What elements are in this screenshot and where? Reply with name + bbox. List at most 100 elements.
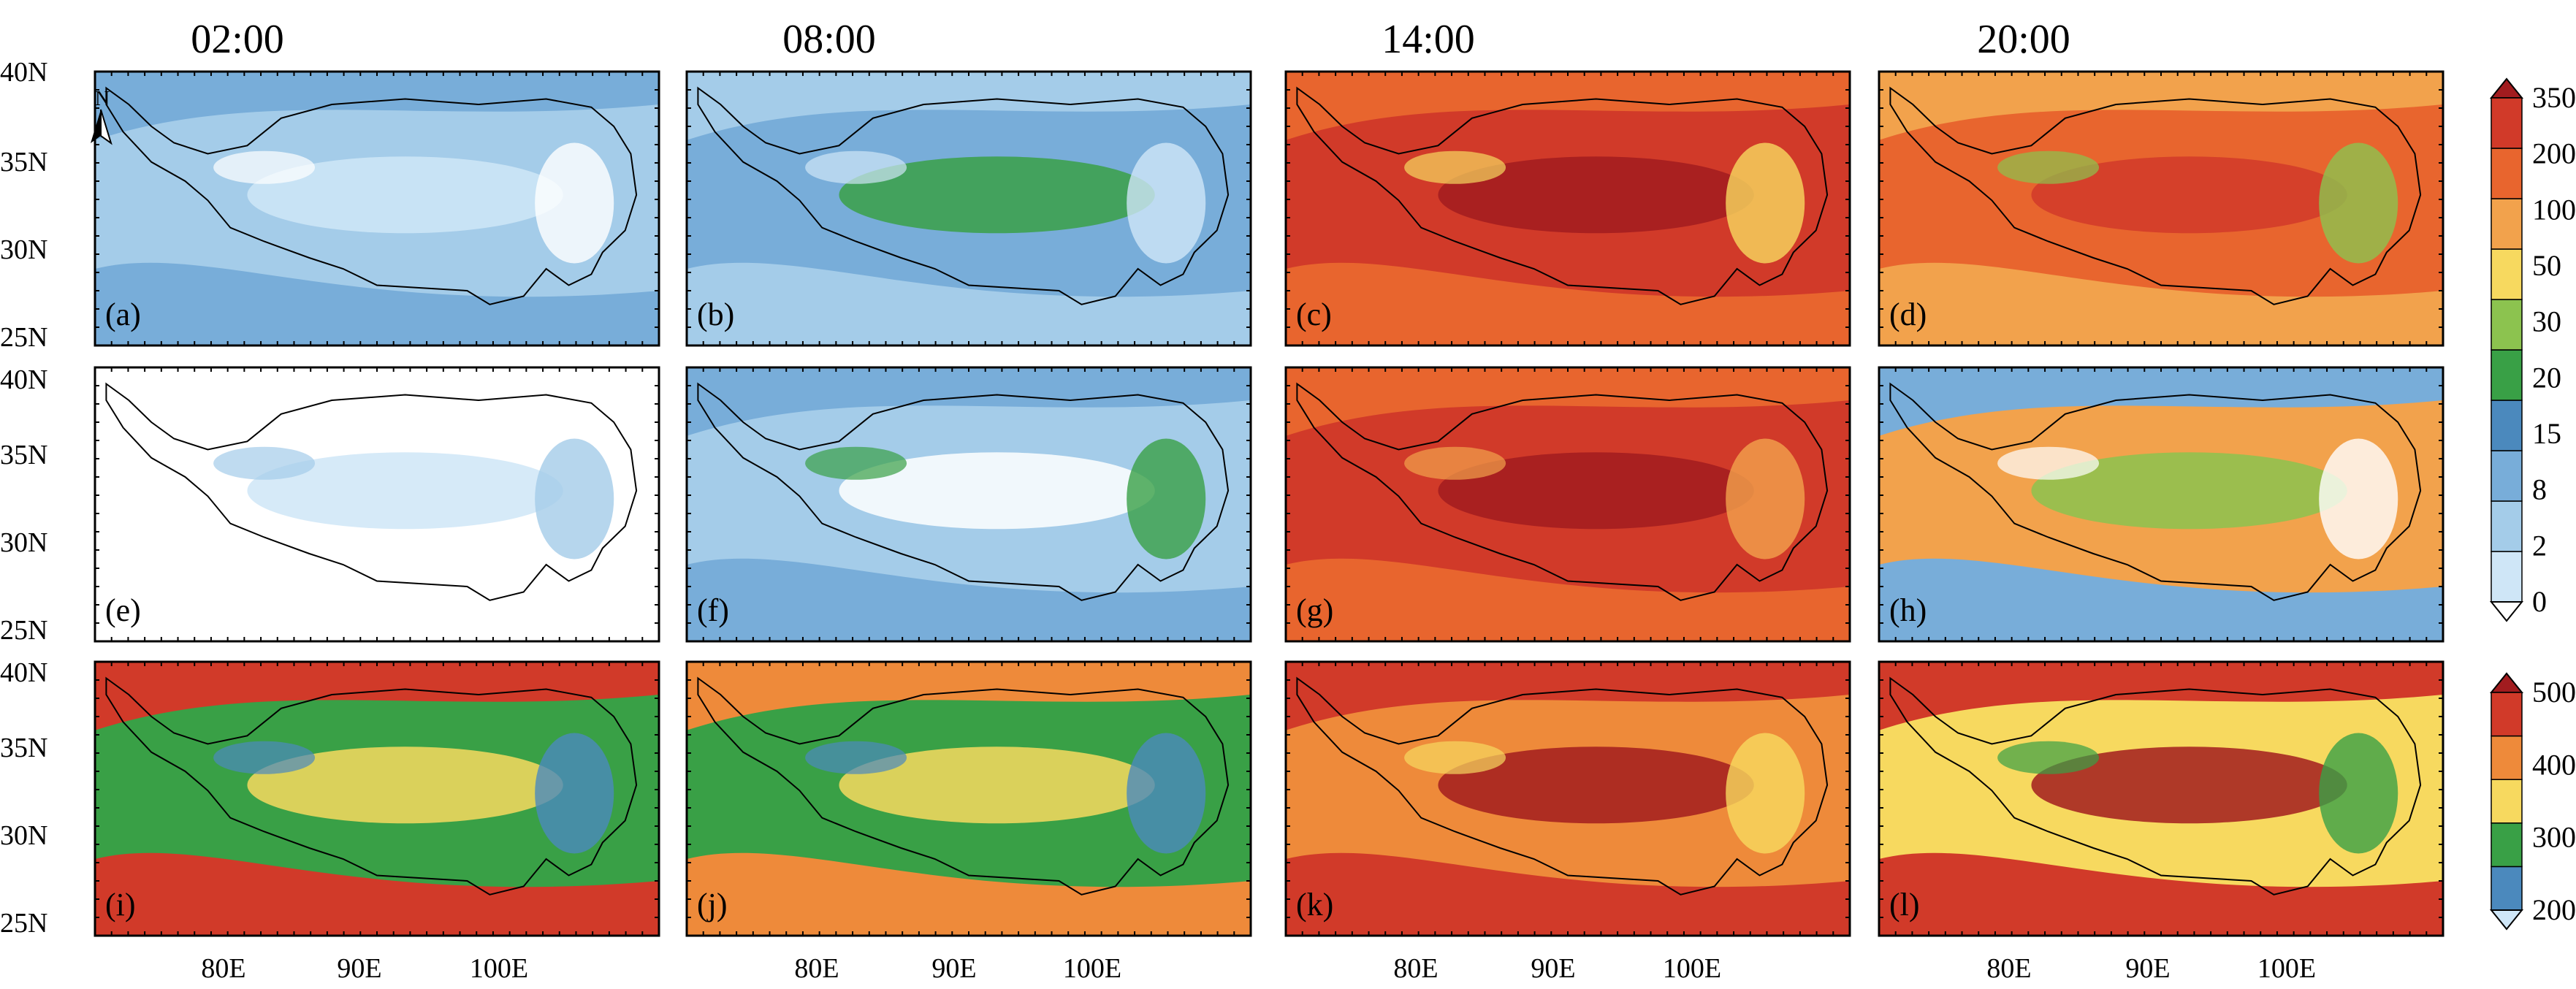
field-band — [1879, 852, 2443, 936]
field-patch — [2031, 156, 2347, 234]
field-patch — [1726, 733, 1805, 854]
panel-label: (b) — [697, 297, 734, 332]
lat-label-25n: 25N — [0, 908, 47, 939]
plateau-boundary — [105, 86, 638, 305]
panel-label: (h) — [1889, 592, 1927, 628]
field-patch — [839, 746, 1155, 824]
field-patch — [247, 746, 563, 824]
colorbar-label: 200 — [2532, 893, 2576, 926]
field-band — [1286, 662, 1850, 730]
field-band — [95, 558, 659, 641]
lat-label-40n: 40N — [0, 364, 47, 395]
lon-labels: 80E 90E 100E 80E 90E 100E 80E 90E 100E 8… — [201, 953, 2316, 984]
colorbar-segment — [2491, 779, 2523, 824]
north-arrow-icon: N — [91, 88, 113, 145]
field-patch — [1438, 746, 1754, 824]
field-band — [95, 72, 659, 140]
colorbar-segment — [2491, 500, 2523, 552]
field-band — [687, 262, 1251, 345]
lon-label-80e: 80E — [201, 953, 245, 984]
field-band — [1286, 852, 1850, 936]
colorbar-segment — [2491, 450, 2523, 502]
panel-label: (e) — [105, 592, 141, 628]
field-patch — [2031, 746, 2347, 824]
map-panel-b: (b) — [685, 70, 1252, 347]
north-arrow-label: N — [95, 88, 110, 110]
field-patch — [1127, 438, 1206, 560]
field-band — [687, 558, 1251, 641]
field-patch — [1438, 156, 1754, 234]
field-patch — [839, 156, 1155, 234]
lon-label-100e: 100E — [1663, 953, 1721, 984]
field-patch — [535, 733, 614, 854]
colorbar-extend-top — [2489, 672, 2524, 693]
lon-label-90e: 90E — [931, 953, 976, 984]
colorbar-segment — [2491, 692, 2523, 737]
column-title-1400: 14:00 — [1382, 17, 1475, 62]
colorbar-extend-top — [2489, 77, 2524, 99]
field-patch — [1404, 741, 1506, 774]
column-title-0800: 08:00 — [782, 17, 876, 62]
colorbar-top: 0 2 8 15 20 30 50 100 200 350 — [2489, 77, 2576, 622]
lat-label-25n: 25N — [0, 615, 47, 646]
lon-label-90e: 90E — [2125, 953, 2170, 984]
map-panel-a: (a) — [94, 70, 660, 347]
field-patch — [1404, 150, 1506, 184]
colorbar-label: 400 — [2532, 748, 2576, 781]
plateau-boundary — [105, 676, 638, 896]
colorbar-label: 15 — [2532, 417, 2561, 450]
lat-labels-row1: 40N 35N 30N 25N — [0, 57, 47, 353]
colorbar-label: 500 — [2532, 676, 2576, 709]
lat-label-40n: 40N — [0, 57, 47, 88]
field-patch — [1127, 142, 1206, 264]
colorbar-extend-bottom — [2489, 909, 2524, 931]
map-panel-f: (f) — [685, 366, 1252, 643]
field-patch — [1404, 446, 1506, 480]
panel-label: (l) — [1889, 887, 1920, 923]
field-patch — [2319, 733, 2398, 854]
lon-label-100e: 100E — [2257, 953, 2316, 984]
lat-labels-row3: 40N 35N 30N 25N — [0, 657, 47, 939]
field-band — [1286, 262, 1850, 345]
field-patch — [1726, 438, 1805, 560]
colorbar-segment — [2491, 299, 2523, 351]
field-band — [1879, 72, 2443, 140]
plateau-boundary — [105, 382, 638, 601]
field-band — [1879, 662, 2443, 730]
field-band — [687, 662, 1251, 730]
plateau-boundary — [1296, 382, 1829, 601]
field-patch — [2319, 142, 2398, 264]
colorbar-segment — [2491, 822, 2523, 868]
panel-label: (g) — [1296, 592, 1333, 628]
field-band — [1879, 262, 2443, 345]
field-patch — [213, 446, 316, 480]
plateau-boundary — [697, 86, 1230, 305]
colorbar-segment — [2491, 735, 2523, 780]
map-panel-d: (d) — [1878, 70, 2444, 347]
colorbar-label: 350 — [2532, 81, 2576, 114]
column-title-0200: 02:00 — [191, 17, 284, 62]
lat-label-35n: 35N — [0, 733, 47, 763]
field-patch — [247, 452, 563, 530]
field-band — [1879, 558, 2443, 641]
panel-label: (f) — [697, 592, 729, 628]
panel-label: (j) — [697, 887, 728, 923]
column-title-2000: 20:00 — [1977, 17, 2070, 62]
panel-label: (d) — [1889, 297, 1927, 332]
plateau-boundary — [1889, 676, 2422, 896]
colorbar-segment — [2491, 551, 2523, 603]
panel-label: (a) — [105, 297, 141, 332]
colorbar-segment — [2491, 198, 2523, 250]
lon-label-90e: 90E — [337, 953, 381, 984]
lat-label-30n: 30N — [0, 527, 47, 558]
field-patch — [1438, 452, 1754, 530]
map-panel-g: (g) — [1284, 366, 1851, 643]
field-patch — [2319, 438, 2398, 560]
lat-label-40n: 40N — [0, 657, 47, 688]
colorbar-segment — [2491, 148, 2523, 199]
colorbar-extend-bottom — [2489, 601, 2524, 622]
field-patch — [213, 150, 316, 184]
field-band — [687, 72, 1251, 140]
plateau-boundary — [1889, 382, 2422, 601]
